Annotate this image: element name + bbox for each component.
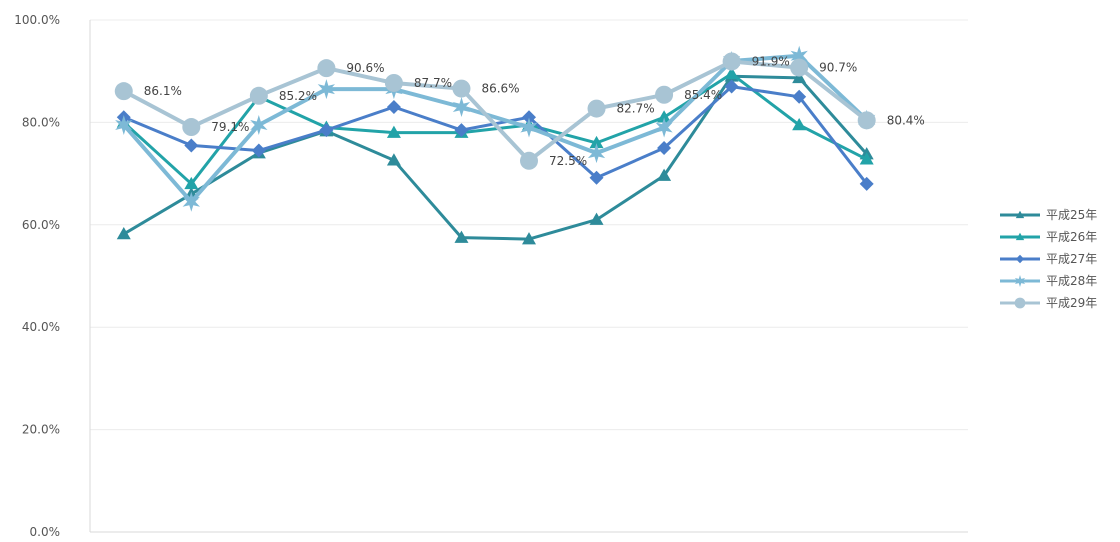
data-point — [589, 212, 604, 225]
data-point — [184, 138, 199, 153]
legend-label: 平成27年 — [1046, 252, 1097, 266]
legend-label: 平成25年 — [1046, 208, 1097, 222]
data-point — [386, 153, 401, 166]
legend-label: 平成28年 — [1046, 274, 1097, 288]
data-point — [249, 86, 268, 105]
data-point — [587, 99, 606, 118]
legend-swatch-marker — [1015, 254, 1025, 264]
data-point — [454, 230, 469, 243]
data-point — [384, 73, 403, 92]
legend-item: 平成27年 — [1000, 252, 1097, 266]
data-point — [182, 191, 200, 212]
data-point — [790, 58, 809, 77]
legend-label: 平成26年 — [1046, 230, 1097, 244]
legend-swatch-marker — [1014, 275, 1026, 287]
data-label: 86.1% — [144, 84, 182, 98]
data-label: 90.6% — [346, 61, 384, 75]
y-tick-label: 0.0% — [30, 525, 61, 539]
data-label: 72.5% — [549, 154, 587, 168]
series-line — [122, 53, 869, 204]
data-point — [790, 45, 808, 66]
legend-swatch-marker — [1015, 210, 1025, 219]
legend-item: 平成25年 — [1000, 208, 1097, 222]
data-point — [116, 227, 131, 240]
data-point — [522, 232, 536, 245]
data-label: 85.4% — [684, 88, 722, 102]
data-point — [792, 89, 807, 104]
legend-item: 平成29年 — [1000, 296, 1097, 310]
data-point — [655, 85, 674, 104]
y-axis: 0.0% 20.0% 40.0% 60.0% 80.0% 100.0% — [14, 13, 968, 539]
legend-swatch-marker — [1015, 232, 1025, 241]
y-tick-label: 80.0% — [22, 115, 60, 129]
data-point — [520, 117, 538, 138]
data-label: 91.9% — [752, 54, 790, 68]
data-point — [114, 82, 133, 101]
data-label: 79.1% — [211, 120, 249, 134]
legend-swatch-marker — [1014, 297, 1026, 309]
y-tick-label: 20.0% — [22, 423, 60, 437]
data-point — [859, 152, 874, 165]
data-point — [724, 66, 739, 80]
data-point — [657, 168, 672, 181]
data-point — [657, 141, 672, 155]
data-point — [792, 70, 807, 84]
data-point — [587, 143, 606, 164]
y-tick-label: 40.0% — [22, 320, 60, 334]
series-line — [123, 74, 868, 241]
series-5 — [114, 52, 876, 170]
data-point — [317, 59, 336, 78]
y-tick-label: 60.0% — [22, 218, 60, 232]
data-point — [724, 79, 739, 94]
data-labels: 86.1% 79.1% 85.2% 90.6% 87.7% 86.6% 72.5% 82.7%… — [144, 54, 925, 167]
data-point — [251, 143, 266, 158]
data-point — [454, 123, 469, 138]
data-point — [317, 79, 335, 100]
data-point — [589, 135, 604, 149]
data-point — [250, 115, 268, 135]
data-point — [319, 123, 334, 138]
data-point — [452, 79, 471, 98]
data-label: 82.7% — [617, 102, 655, 116]
data-point — [522, 110, 536, 125]
data-label: 80.4% — [887, 113, 925, 127]
data-label: 86.6% — [481, 82, 519, 96]
data-label: 87.7% — [414, 76, 452, 90]
data-point — [115, 115, 133, 135]
data-point — [386, 100, 401, 115]
y-tick-label: 100.0% — [14, 13, 60, 27]
data-point — [589, 170, 604, 185]
series-line — [122, 59, 868, 163]
data-point — [655, 117, 673, 138]
series-line — [123, 85, 868, 185]
data-point — [452, 97, 471, 117]
series-line — [122, 72, 868, 186]
data-point — [386, 125, 401, 138]
data-point — [184, 176, 199, 190]
legend-label: 平成29年 — [1046, 296, 1097, 310]
data-label: 85.2% — [279, 89, 317, 103]
data-label: 90.7% — [819, 61, 857, 75]
data-point — [857, 111, 876, 130]
legend-item: 平成26年 — [1000, 230, 1097, 244]
series-layer — [114, 45, 876, 245]
data-point — [657, 110, 672, 123]
data-point — [520, 151, 538, 170]
data-point — [722, 52, 741, 71]
data-point — [182, 118, 201, 137]
data-point — [792, 117, 807, 131]
legend-item: 平成28年 — [1000, 274, 1097, 288]
data-point — [859, 176, 874, 191]
